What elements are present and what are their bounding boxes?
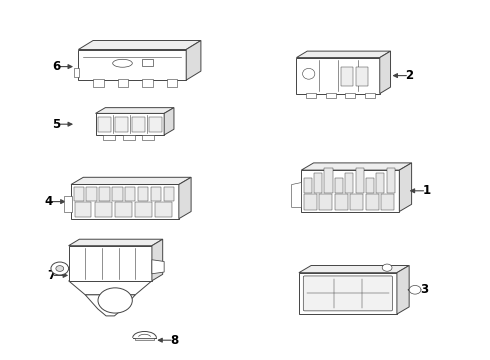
Circle shape [382, 264, 392, 271]
Bar [381, 194, 394, 210]
Ellipse shape [113, 59, 132, 67]
Bar [135, 202, 152, 217]
Bar [326, 93, 336, 98]
Polygon shape [399, 163, 412, 211]
Bar [86, 186, 97, 201]
Bar [296, 58, 380, 94]
Bar [122, 135, 135, 140]
Bar [345, 93, 355, 98]
Polygon shape [186, 40, 201, 80]
Polygon shape [380, 51, 391, 94]
Bar [118, 80, 128, 87]
Bar [64, 197, 72, 212]
Polygon shape [152, 239, 163, 281]
Bar [138, 186, 148, 201]
Text: 3: 3 [420, 283, 428, 296]
Polygon shape [397, 266, 409, 314]
Bar [306, 93, 316, 98]
Bar [125, 186, 136, 201]
Bar [142, 135, 154, 140]
Polygon shape [85, 295, 135, 316]
Bar [304, 179, 312, 193]
Bar [314, 174, 322, 193]
Bar [135, 338, 154, 340]
Bar [71, 184, 179, 219]
Bar [115, 202, 132, 217]
Polygon shape [78, 40, 201, 49]
Polygon shape [69, 281, 152, 295]
Bar [151, 186, 161, 201]
Polygon shape [179, 177, 191, 219]
Text: 6: 6 [52, 60, 60, 73]
Ellipse shape [303, 68, 315, 79]
Bar [93, 80, 104, 87]
Polygon shape [71, 177, 191, 184]
Bar [387, 168, 394, 193]
Polygon shape [292, 183, 301, 207]
Bar [98, 117, 111, 132]
Bar [115, 117, 128, 132]
Circle shape [409, 285, 421, 294]
Bar [341, 67, 353, 86]
Bar [299, 273, 397, 314]
Bar [365, 93, 375, 98]
Polygon shape [296, 51, 391, 58]
Bar [142, 80, 153, 87]
Bar [335, 179, 343, 193]
Polygon shape [164, 108, 174, 135]
Polygon shape [152, 260, 164, 274]
Bar [95, 202, 112, 217]
Circle shape [56, 266, 64, 271]
Bar [356, 67, 368, 86]
Bar [142, 59, 153, 66]
Bar [356, 168, 364, 193]
Bar [74, 186, 84, 201]
Bar [75, 202, 92, 217]
Bar [366, 179, 374, 193]
Bar [301, 170, 399, 211]
Bar [69, 246, 152, 281]
Bar [366, 194, 379, 210]
Circle shape [51, 262, 69, 275]
Bar [345, 174, 353, 193]
Bar [155, 202, 172, 217]
Circle shape [98, 288, 132, 313]
Text: 8: 8 [170, 334, 178, 347]
Text: 2: 2 [405, 69, 413, 82]
Bar [376, 174, 384, 193]
Bar [164, 186, 174, 201]
Bar [99, 186, 110, 201]
Polygon shape [69, 239, 163, 246]
Bar [78, 50, 186, 80]
Text: 1: 1 [422, 184, 430, 197]
Bar [96, 113, 164, 135]
Text: 5: 5 [52, 118, 60, 131]
Bar [304, 194, 317, 210]
Bar [335, 194, 347, 210]
FancyBboxPatch shape [303, 276, 392, 311]
Bar [74, 68, 79, 77]
Bar [112, 186, 122, 201]
Bar [350, 194, 363, 210]
Bar [132, 117, 145, 132]
Bar [167, 80, 177, 87]
Bar [324, 168, 333, 193]
Bar [103, 135, 115, 140]
Bar [319, 194, 332, 210]
Text: 7: 7 [48, 269, 55, 282]
Text: 4: 4 [45, 195, 53, 208]
Polygon shape [299, 266, 409, 273]
Bar [149, 117, 162, 132]
Polygon shape [301, 163, 412, 170]
Polygon shape [96, 108, 174, 113]
